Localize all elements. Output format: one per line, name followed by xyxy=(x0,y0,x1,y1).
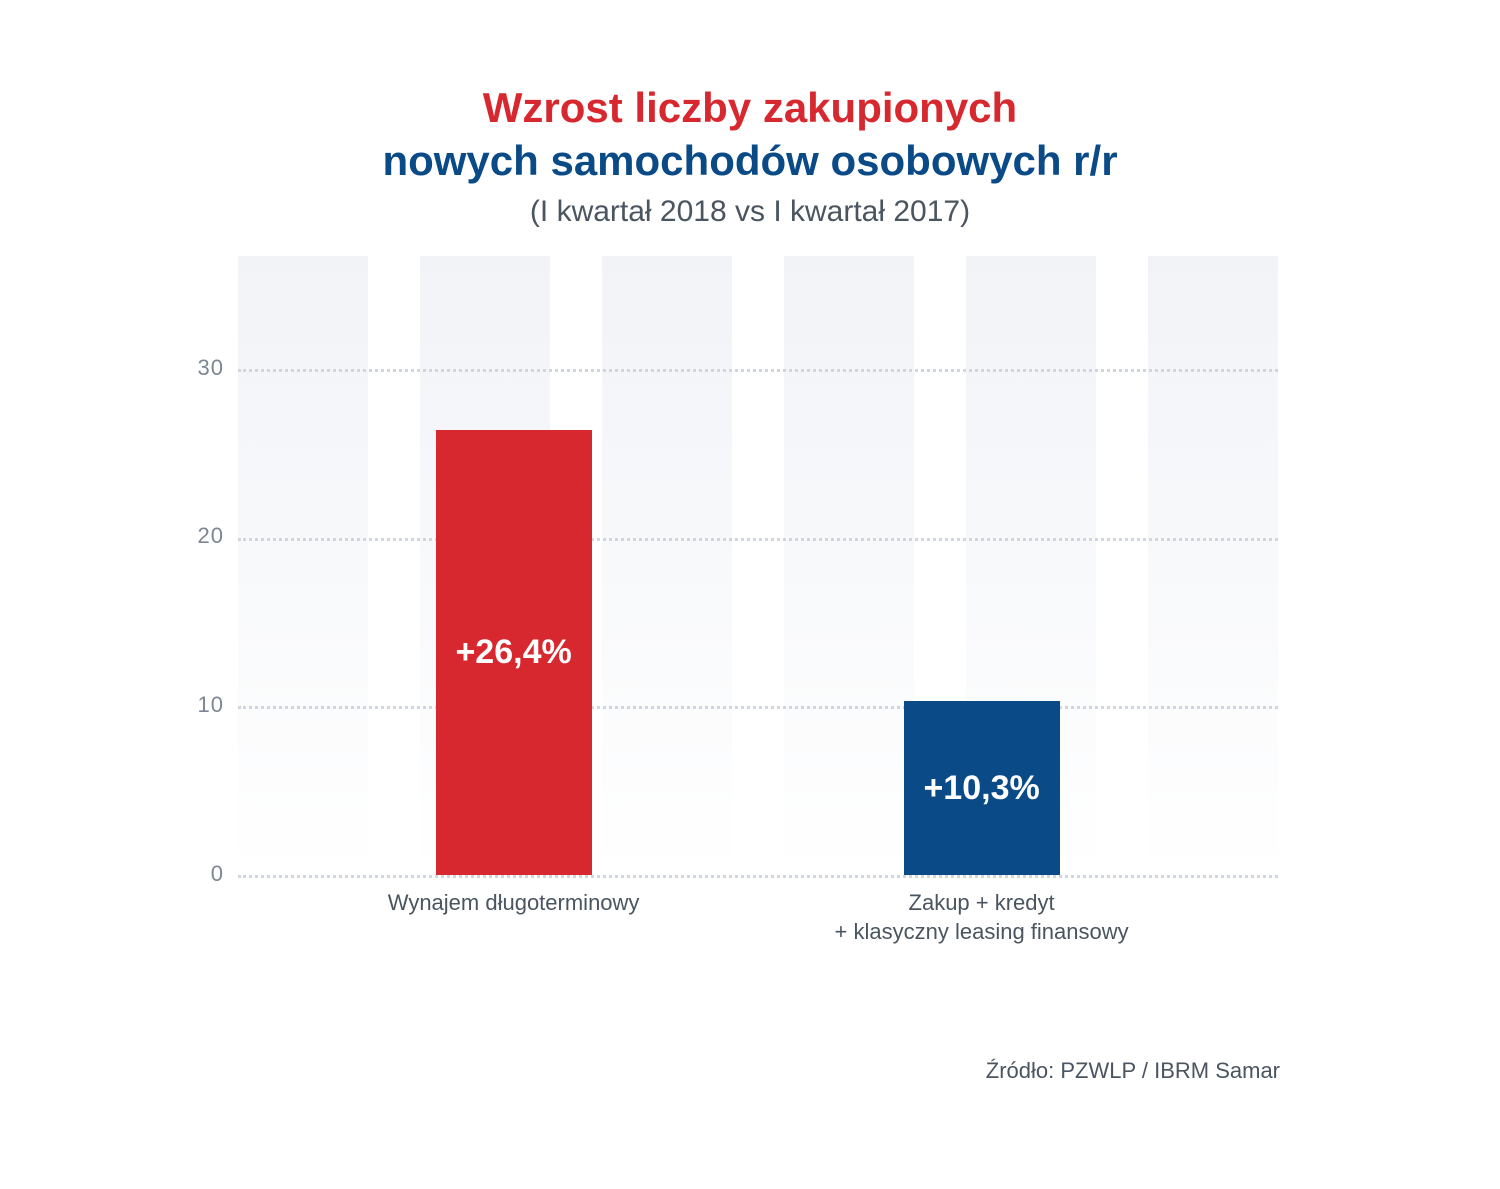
bar: +26,4% xyxy=(436,430,592,875)
bar: +10,3% xyxy=(904,701,1060,875)
gridline xyxy=(238,875,1278,878)
background-stripe xyxy=(602,256,732,875)
y-axis-tick-label: 30 xyxy=(180,355,224,381)
background-stripe xyxy=(784,256,914,875)
gridline xyxy=(238,706,1278,709)
gridline xyxy=(238,369,1278,372)
source-attribution: Źródło: PZWLP / IBRM Samar xyxy=(986,1058,1280,1084)
gridline xyxy=(238,538,1278,541)
chart-subtitle: (I kwartał 2018 vs I kwartał 2017) xyxy=(0,195,1500,229)
bar-value-label: +26,4% xyxy=(455,633,571,672)
background-stripe xyxy=(1148,256,1278,875)
background-stripe xyxy=(238,256,368,875)
y-axis-tick-label: 0 xyxy=(180,861,224,887)
title-line-1: Wzrost liczby zakupionych xyxy=(0,82,1500,135)
chart-title: Wzrost liczby zakupionych nowych samocho… xyxy=(0,82,1500,187)
category-label: Wynajem długoterminowy xyxy=(304,889,724,918)
chart-plot-area: 0102030+26,4%Wynajem długoterminowy+10,3… xyxy=(238,310,1278,875)
bar-value-label: +10,3% xyxy=(923,769,1039,808)
title-line-2: nowych samochodów osobowych r/r xyxy=(0,135,1500,188)
page: Wzrost liczby zakupionych nowych samocho… xyxy=(0,0,1500,1189)
y-axis-tick-label: 10 xyxy=(180,692,224,718)
background-stripes xyxy=(238,256,1278,875)
y-axis-tick-label: 20 xyxy=(180,523,224,549)
category-label: Zakup + kredyt + klasyczny leasing finan… xyxy=(772,889,1192,946)
